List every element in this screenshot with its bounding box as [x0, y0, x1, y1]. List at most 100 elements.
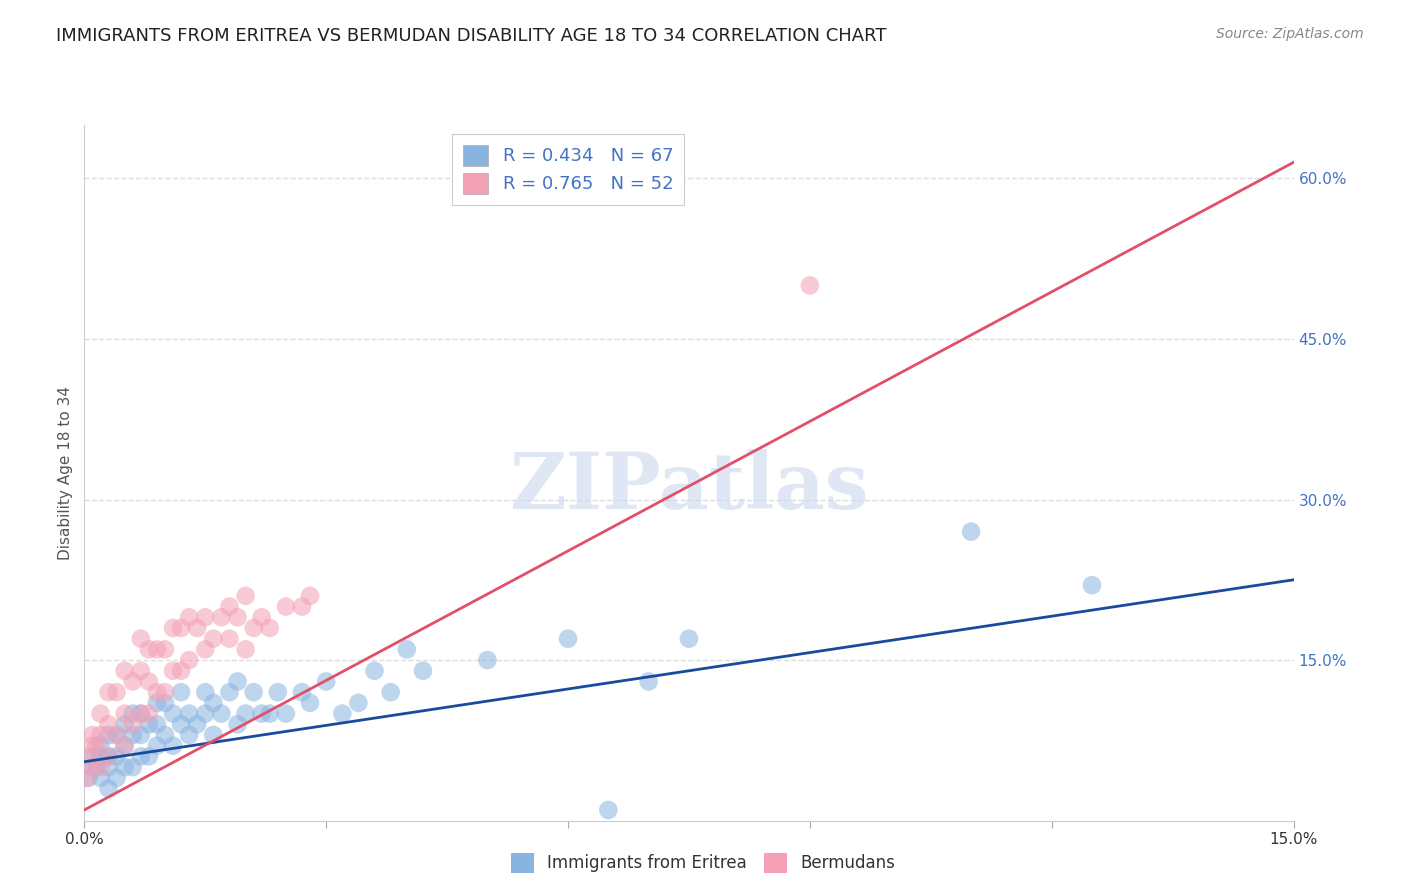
Point: [179, 728, 201, 742]
Point: [194, 610, 217, 624]
Point: [799, 278, 821, 293]
Point: [209, 610, 232, 624]
Point: [330, 706, 353, 721]
Point: [138, 749, 160, 764]
Point: [105, 749, 128, 764]
Point: [114, 717, 136, 731]
Point: [194, 642, 217, 657]
Point: [129, 749, 152, 764]
Point: [218, 632, 240, 646]
Point: [153, 728, 176, 742]
Point: [129, 706, 152, 721]
Legend: R = 0.434   N = 67, R = 0.765   N = 52: R = 0.434 N = 67, R = 0.765 N = 52: [451, 134, 685, 204]
Point: [315, 674, 337, 689]
Point: [97, 760, 120, 774]
Point: [114, 760, 136, 774]
Point: [129, 632, 152, 646]
Point: [218, 685, 240, 699]
Point: [202, 696, 225, 710]
Point: [114, 706, 136, 721]
Point: [202, 728, 225, 742]
Point: [138, 642, 160, 657]
Point: [299, 696, 322, 710]
Point: [97, 781, 120, 796]
Point: [153, 642, 176, 657]
Point: [146, 642, 169, 657]
Point: [259, 706, 281, 721]
Point: [129, 664, 152, 678]
Point: [1081, 578, 1104, 592]
Point: [97, 749, 120, 764]
Point: [82, 728, 104, 742]
Point: [129, 728, 152, 742]
Point: [186, 621, 208, 635]
Point: [186, 717, 208, 731]
Point: [291, 599, 314, 614]
Point: [226, 610, 249, 624]
Point: [89, 760, 111, 774]
Point: [274, 599, 297, 614]
Point: [86, 739, 108, 753]
Point: [274, 706, 297, 721]
Point: [121, 728, 143, 742]
Point: [202, 632, 225, 646]
Point: [291, 685, 314, 699]
Point: [194, 706, 217, 721]
Point: [82, 749, 104, 764]
Point: [598, 803, 620, 817]
Point: [114, 664, 136, 678]
Point: [557, 632, 579, 646]
Point: [138, 674, 160, 689]
Point: [250, 610, 273, 624]
Point: [82, 760, 104, 774]
Point: [121, 717, 143, 731]
Point: [380, 685, 402, 699]
Point: [250, 706, 273, 721]
Point: [235, 589, 257, 603]
Point: [146, 685, 169, 699]
Point: [242, 685, 264, 699]
Point: [259, 621, 281, 635]
Point: [170, 621, 193, 635]
Point: [89, 706, 111, 721]
Point: [121, 760, 143, 774]
Point: [153, 696, 176, 710]
Point: [105, 728, 128, 742]
Point: [146, 717, 169, 731]
Point: [218, 599, 240, 614]
Point: [114, 739, 136, 753]
Point: [678, 632, 700, 646]
Point: [179, 706, 201, 721]
Point: [395, 642, 418, 657]
Point: [242, 621, 264, 635]
Point: [129, 706, 152, 721]
Text: IMMIGRANTS FROM ERITREA VS BERMUDAN DISABILITY AGE 18 TO 34 CORRELATION CHART: IMMIGRANTS FROM ERITREA VS BERMUDAN DISA…: [56, 27, 887, 45]
Point: [162, 621, 184, 635]
Y-axis label: Disability Age 18 to 34: Disability Age 18 to 34: [58, 385, 73, 560]
Point: [412, 664, 434, 678]
Point: [170, 685, 193, 699]
Point: [162, 706, 184, 721]
Point: [76, 771, 98, 785]
Point: [86, 760, 108, 774]
Point: [121, 706, 143, 721]
Point: [194, 685, 217, 699]
Point: [97, 685, 120, 699]
Point: [179, 653, 201, 667]
Point: [105, 771, 128, 785]
Point: [146, 739, 169, 753]
Point: [89, 728, 111, 742]
Point: [363, 664, 385, 678]
Point: [235, 642, 257, 657]
Point: [121, 674, 143, 689]
Point: [105, 685, 128, 699]
Point: [162, 664, 184, 678]
Point: [226, 717, 249, 731]
Point: [347, 696, 370, 710]
Point: [77, 771, 100, 785]
Point: [138, 717, 160, 731]
Point: [105, 728, 128, 742]
Point: [97, 717, 120, 731]
Point: [138, 706, 160, 721]
Point: [235, 706, 257, 721]
